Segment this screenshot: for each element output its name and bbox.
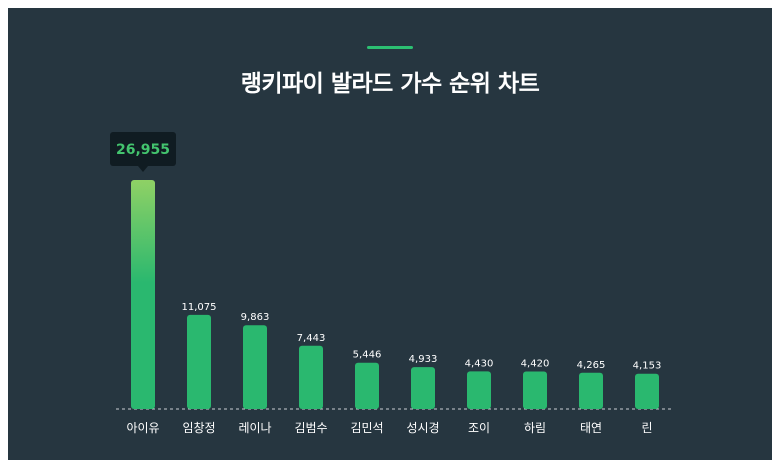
value-label-2: 11,075 [182,302,217,313]
bar-6[interactable] [411,367,435,409]
category-label-2: 임창정 [182,421,215,435]
category-label-9: 태연 [580,421,602,435]
bar-2[interactable] [187,314,211,409]
category-label-6: 성시경 [406,421,439,435]
value-label-7: 4,430 [465,358,494,369]
category-label-4: 김범수 [294,421,327,435]
value-label-9: 4,265 [577,360,606,371]
category-label-5: 김민석 [350,421,383,435]
category-label-10: 린 [641,421,652,435]
category-label-3: 레이나 [238,421,271,435]
chart-title: 랭키파이 발라드 가수 순위 차트 [240,71,540,97]
chart-card: 랭키파이 발라드 가수 순위 차트 아이유 26,955 임창정 11,075 레이나 9… [8,8,772,460]
bar-series: 아이유 26,955 임창정 11,075 레이나 9,863 김범수 7,443 김민석 5,4… [110,132,661,435]
category-label-1: 아이유 [126,421,159,435]
tooltip-pointer [138,166,148,172]
bar-9[interactable] [579,372,603,409]
value-label-5: 5,446 [353,350,382,361]
category-label-8: 하림 [524,421,546,435]
highlight-tooltip [110,132,176,166]
bar-chart: 아이유 26,955 임창정 11,075 레이나 9,863 김범수 7,443 김민석 5,4… [110,132,674,435]
title-accent-bar [367,46,413,49]
bar-7[interactable] [467,371,491,409]
bar-1[interactable] [131,180,155,409]
value-label-3: 9,863 [241,312,270,323]
value-label-10: 4,153 [633,361,662,372]
bar-10[interactable] [635,373,659,409]
value-label-6: 4,933 [409,354,438,365]
bar-4[interactable] [299,345,323,409]
value-label-8: 4,420 [521,358,550,369]
value-label-1: 26,955 [116,142,170,158]
category-label-7: 조이 [468,421,490,435]
bar-8[interactable] [523,371,547,409]
value-label-4: 7,443 [297,333,326,344]
bar-5[interactable] [355,362,379,409]
bar-3[interactable] [243,325,267,409]
